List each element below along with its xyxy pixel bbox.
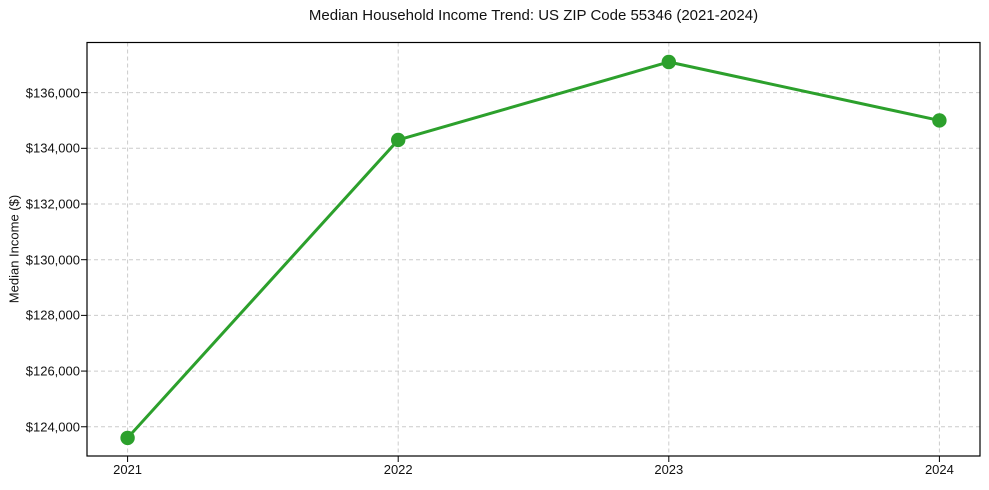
x-tick-label: 2022: [383, 462, 413, 477]
y-tick-label: $126,000: [25, 363, 80, 379]
y-tick-label: $136,000: [25, 85, 80, 101]
chart-title: Median Household Income Trend: US ZIP Co…: [308, 7, 759, 24]
x-tick-label: 2021: [113, 462, 143, 477]
y-tick-label: $134,000: [25, 140, 80, 156]
x-tick-label: 2024: [924, 462, 954, 477]
y-tick-label: $128,000: [25, 307, 80, 323]
y-tick-label: $124,000: [25, 419, 80, 435]
y-tick-label: $132,000: [25, 196, 80, 212]
x-tick-label: 2023: [654, 462, 684, 477]
y-tick-label: $130,000: [25, 252, 80, 268]
